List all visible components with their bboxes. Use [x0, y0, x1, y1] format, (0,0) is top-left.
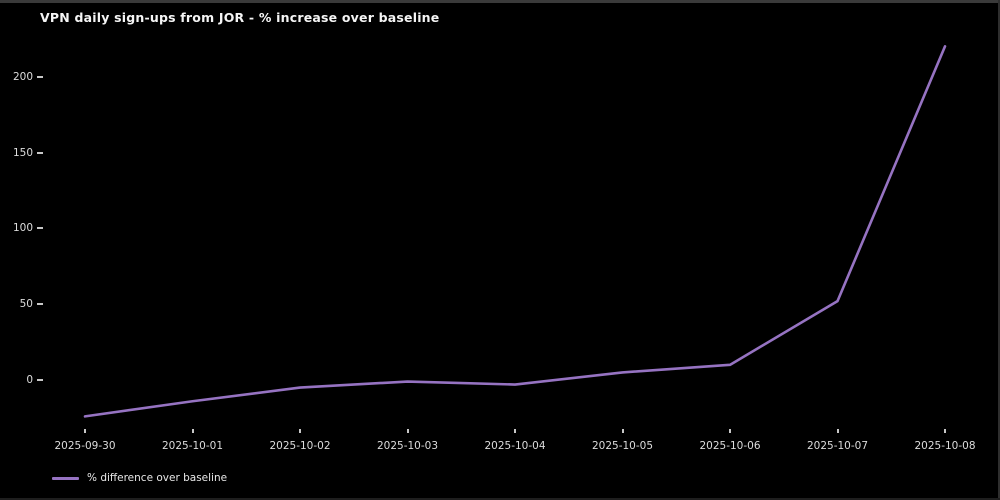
y-tick-label: 200: [12, 70, 33, 83]
window-top-edge: [0, 0, 1000, 3]
x-tick-label: 2025-10-04: [484, 440, 546, 452]
x-tick-mark: [191, 429, 194, 433]
x-tick-label: 2025-10-05: [591, 440, 654, 452]
x-tick-mark: [944, 429, 946, 433]
window-right-edge: [998, 0, 1000, 500]
x-tick-mark: [836, 429, 839, 433]
legend-line-swatch: [52, 476, 79, 480]
y-tick-label: 150: [12, 146, 33, 159]
x-tick-mark: [299, 429, 301, 433]
x-tick-label: 2025-10-07: [806, 440, 869, 452]
x-tick-label: 2025-10-01: [161, 440, 224, 452]
y-tick-label: 100: [12, 222, 33, 235]
x-tick-label: 2025-10-06: [699, 440, 761, 452]
y-tick-label: 0: [26, 374, 33, 386]
x-tick-label: 2025-10-03: [376, 440, 439, 452]
x-tick-mark: [84, 429, 86, 433]
chart-title: VPN daily sign-ups from JOR - % increase…: [40, 10, 440, 25]
y-tick-mark: [37, 75, 43, 78]
y-tick-mark: [37, 379, 43, 381]
x-tick-mark: [514, 429, 516, 433]
window-bottom-edge: [0, 498, 1000, 500]
y-tick-mark: [37, 227, 43, 230]
y-tick-label: 50: [19, 298, 33, 311]
y-tick-mark: [37, 303, 43, 306]
x-tick-mark: [729, 429, 731, 433]
x-tick-label: 2025-10-02: [269, 440, 331, 452]
legend-label: % difference over baseline: [87, 472, 228, 484]
x-tick-label: 2025-10-08: [914, 440, 976, 452]
x-tick-mark: [621, 429, 624, 433]
y-tick-mark: [37, 151, 43, 154]
x-tick-mark: [406, 429, 409, 433]
x-tick-label: 2025-09-30: [54, 440, 116, 452]
legend: % difference over baseline: [52, 472, 227, 484]
series-line: [83, 45, 947, 418]
